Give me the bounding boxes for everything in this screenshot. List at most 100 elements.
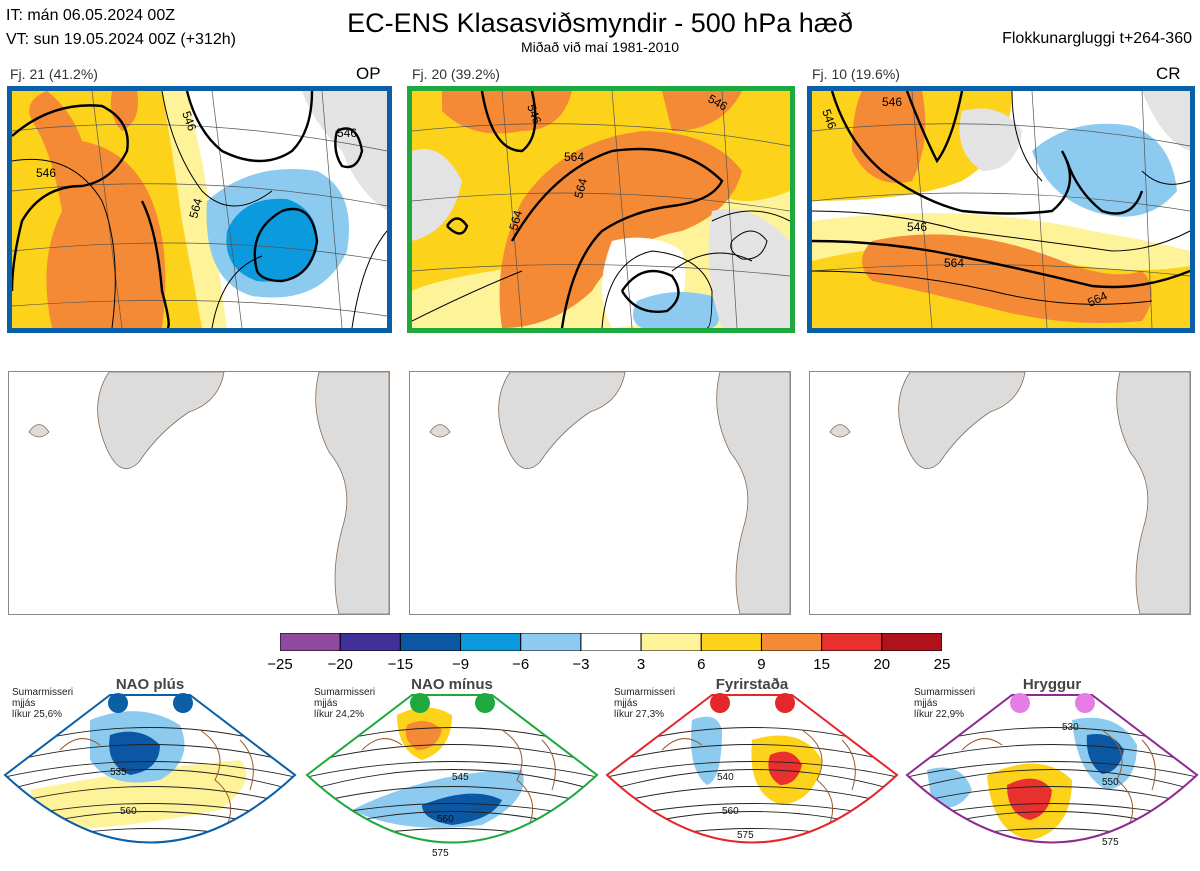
regime-note-line: mjjás <box>314 698 338 709</box>
regime-marker <box>1075 693 1095 713</box>
anomaly-shading <box>30 760 247 830</box>
page-title: EC-ENS Klasasviðsmyndir - 500 hPa hæð <box>347 8 853 38</box>
contour-label: 575 <box>432 848 449 859</box>
run-info: IT: mán 06.05.2024 00Z VT: sun 19.05.202… <box>6 4 236 52</box>
regime-marker <box>1010 693 1030 713</box>
coastline <box>59 729 254 831</box>
regime-name: Fyrirstaða <box>715 676 789 693</box>
empty-map-2 <box>409 371 791 615</box>
regime-probability-note: Sumarmisseri mjjás líkur 24,2% <box>314 687 375 720</box>
cluster-3-contour-1: 546 <box>819 107 839 131</box>
cluster-1-contour-3: 546 <box>337 126 357 140</box>
contour-label: 530 <box>1062 722 1079 733</box>
regime-note-line: líkur 22,9% <box>914 709 965 720</box>
cluster-1-tag: OP <box>356 64 381 83</box>
colorbar-tick-label: −20 <box>327 656 353 673</box>
height-contour <box>607 761 897 779</box>
anomaly-shading <box>1012 857 1047 867</box>
regime-map: 540 560 575 <box>602 693 902 863</box>
cluster-3-contour-4: 564 <box>944 256 964 270</box>
contour-label: 560 <box>120 806 137 817</box>
regime-note-line: mjjás <box>614 698 638 709</box>
regime-marker <box>475 693 495 713</box>
cluster-1-contour-5: 564 <box>280 326 300 328</box>
page-subtitle: Miðað við maí 1981-2010 <box>521 39 679 55</box>
regime-map-border <box>905 694 1199 844</box>
height-contour <box>307 744 597 765</box>
cluster-3-map: 546 546 546 564 564 <box>807 86 1195 333</box>
height-contour <box>5 769 295 793</box>
height-contour <box>907 744 1197 765</box>
height-contour <box>607 786 897 807</box>
cluster-2-contour-3: 564 <box>571 176 590 199</box>
regime-probability-note: Sumarmisseri mjjás líkur 25,6% <box>12 687 73 720</box>
cluster-1-map: 546 546 546 564 564 <box>7 86 392 333</box>
valid-time: VT: sun 19.05.2024 00Z (+312h) <box>6 31 236 48</box>
anomaly-shading <box>768 751 802 785</box>
colorbar-swatch <box>520 632 582 652</box>
contour-label: 545 <box>452 772 469 783</box>
colorbar-swatch <box>640 632 702 652</box>
colorbar-swatch <box>339 632 401 652</box>
cluster-2-map: 546 564 564 564 546 <box>407 86 795 333</box>
cluster-1-contour-1: 546 <box>36 166 56 180</box>
colorbar-swatch <box>821 632 883 652</box>
regime-note-line: Sumarmisseri <box>314 687 376 698</box>
regime-note-line: mjjás <box>12 698 36 709</box>
anomaly-shading <box>691 716 722 785</box>
contour-label: 575 <box>737 830 754 841</box>
colorbar-swatches <box>279 632 943 652</box>
height-contour <box>607 769 897 793</box>
regime-note-line: líkur 25,6% <box>12 709 63 720</box>
regime-map: 545 560 575 <box>302 693 602 863</box>
contour-label: 575 <box>1102 837 1119 848</box>
regime-name: NAO plús <box>115 676 185 693</box>
colorbar-swatch <box>760 632 823 652</box>
cluster-1-contour-4: 564 <box>186 196 205 219</box>
coastline <box>661 729 856 831</box>
contour-label: 550 <box>1102 777 1119 788</box>
anomaly-shading <box>422 793 502 825</box>
regime-name: Hryggur <box>1022 676 1082 693</box>
colorbar-tick-label: 20 <box>873 656 891 673</box>
colorbar-tick-label: 6 <box>697 656 706 673</box>
regime-note-line: Sumarmisseri <box>914 687 976 698</box>
height-contour <box>302 846 602 863</box>
regime-probability-note: Sumarmisseri mjjás líkur 22,9% <box>914 687 975 720</box>
height-contour <box>907 786 1197 807</box>
contour-label: 560 <box>722 806 739 817</box>
colorbar-tick-label: −6 <box>512 656 530 673</box>
cluster-1-contour-2: 546 <box>179 109 199 133</box>
cluster-2-contour-2: 564 <box>564 150 584 164</box>
height-contour <box>607 744 897 765</box>
colorbar-tick-label: 3 <box>636 656 646 673</box>
coastline <box>961 729 1156 831</box>
height-contour <box>307 786 597 807</box>
height-contour <box>307 769 597 793</box>
height-contour <box>0 846 300 863</box>
regime-note-line: líkur 24,2% <box>314 709 365 720</box>
height-contour <box>5 744 295 765</box>
empty-map-1 <box>8 371 390 615</box>
regime-marker <box>173 693 193 713</box>
colorbar-tick-label: −9 <box>451 656 470 673</box>
regime-note-line: Sumarmisseri <box>614 687 676 698</box>
height-contour <box>602 846 902 863</box>
anomaly-shading <box>109 731 160 775</box>
cluster-2-contour-4: 564 <box>506 208 525 231</box>
height-contour <box>907 761 1197 779</box>
cluster-3-label: Fj. 10 (19.6%) <box>812 66 900 82</box>
height-contour <box>5 786 295 807</box>
colorbar-tick-label: −15 <box>387 656 414 673</box>
regime-name: NAO mínus <box>411 676 493 693</box>
regime-map-border <box>305 694 599 844</box>
regime-map-border <box>3 694 297 844</box>
colorbar-swatch <box>460 632 522 652</box>
regime-note-line: líkur 27,3% <box>614 709 665 720</box>
cluster-1-label: Fj. 21 (41.2%) <box>10 66 98 82</box>
cluster-3-contour-2: 546 <box>882 95 902 109</box>
colorbar-swatch <box>700 632 762 652</box>
regime-map-border <box>605 694 899 844</box>
cluster-3-contour-3: 546 <box>907 220 927 234</box>
cluster-2-label: Fj. 20 (39.2%) <box>412 66 500 82</box>
